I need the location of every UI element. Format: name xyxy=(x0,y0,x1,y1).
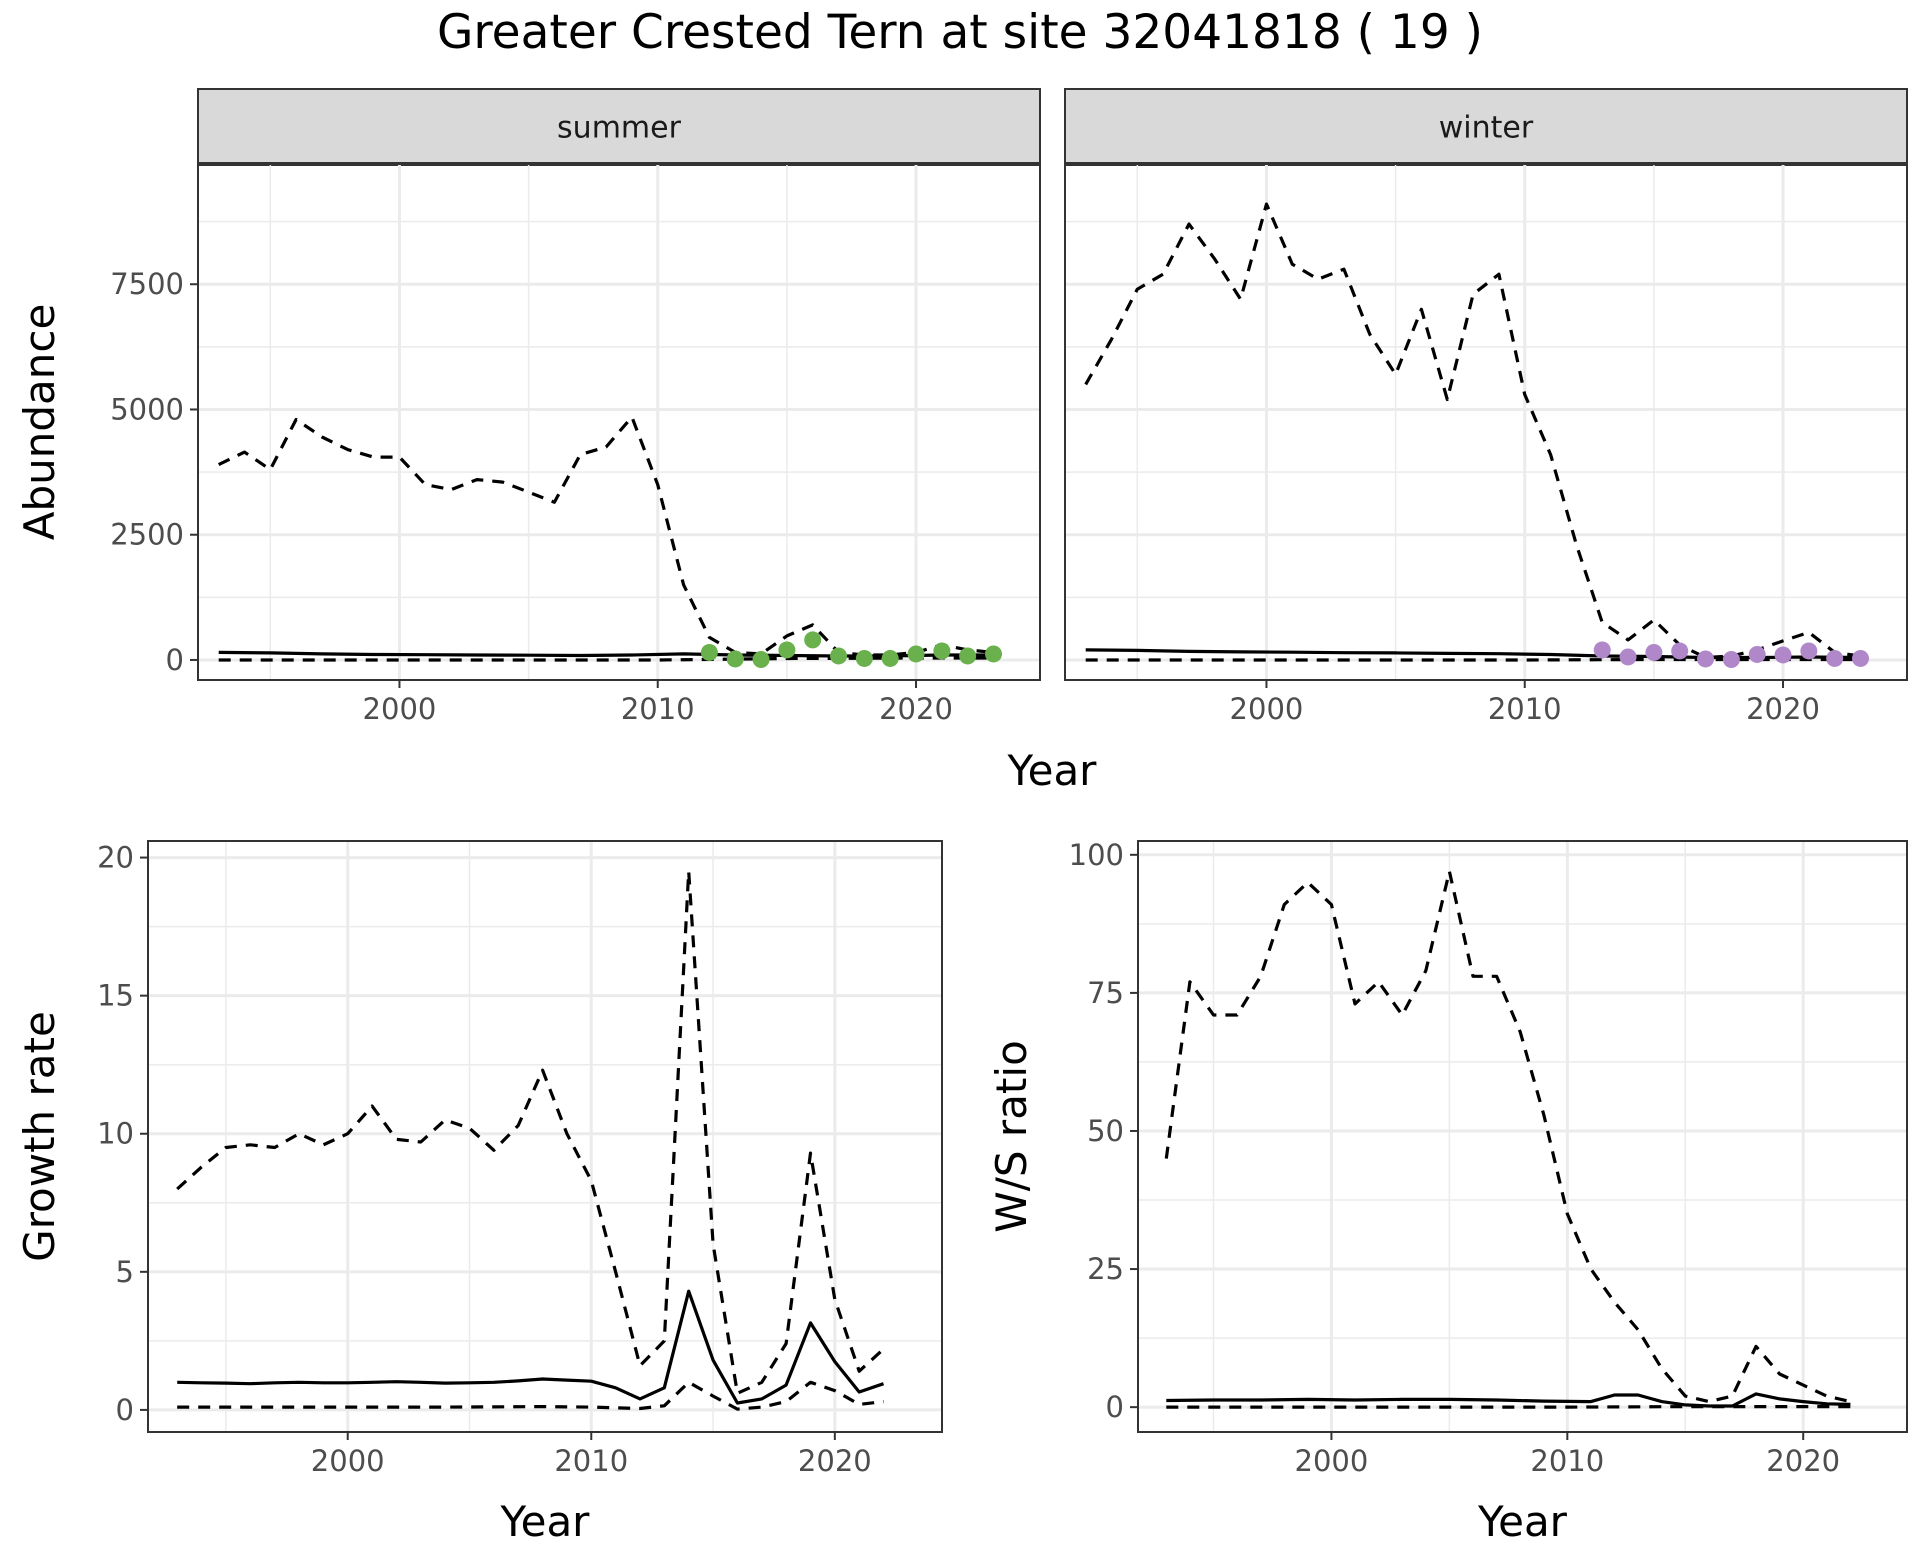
y-tick-label: 5 xyxy=(116,1255,134,1289)
panel-border xyxy=(1064,163,1908,681)
data-point xyxy=(1697,650,1715,668)
data-point xyxy=(804,631,822,649)
data-point xyxy=(933,642,951,660)
data-point xyxy=(1826,649,1844,667)
data-point xyxy=(830,647,848,665)
y-tick-label: 0 xyxy=(166,643,184,677)
y-tick-label: 0 xyxy=(116,1393,134,1427)
data-point xyxy=(1619,648,1637,666)
x-tick-label: 2000 xyxy=(1295,1444,1369,1478)
facet-strip-summer xyxy=(197,88,1041,165)
chart-title: Greater Crested Tern at site 32041818 ( … xyxy=(437,5,1483,60)
panel-growth: 2000 2010 2020 0 5 10 15 20 Year Growth rate xyxy=(15,840,943,1546)
data-point xyxy=(1852,649,1870,667)
data-point xyxy=(855,649,873,667)
y-tick-label: 50 xyxy=(1087,1114,1124,1148)
y-tick-label: 75 xyxy=(1087,976,1124,1010)
y-axis-title: W/S ratio xyxy=(987,1040,1036,1233)
x-axis-title: Year xyxy=(500,1497,591,1546)
data-point xyxy=(1671,642,1689,660)
data-point xyxy=(1748,645,1766,663)
y-tick-label: 15 xyxy=(97,979,134,1013)
data-point xyxy=(1593,641,1611,659)
series-line-1 xyxy=(218,415,994,657)
y-tick-label: 25 xyxy=(1087,1252,1124,1286)
series-line-2 xyxy=(1166,1405,1851,1409)
x-tick-label: 2010 xyxy=(554,1444,628,1478)
x-tick-label: 2000 xyxy=(363,692,437,726)
facet-label-winter: winter xyxy=(1439,111,1534,146)
data-point xyxy=(1645,643,1663,661)
y-axis-title: Abundance xyxy=(15,304,64,541)
y-tick-label: 7500 xyxy=(110,267,184,301)
y-tick-label: 100 xyxy=(1069,838,1124,872)
y-tick-label: 2500 xyxy=(110,518,184,552)
x-tick-label: 2000 xyxy=(1230,692,1304,726)
series-line-2 xyxy=(218,656,994,662)
x-axis-title: Year xyxy=(1007,746,1098,795)
data-point xyxy=(1800,642,1818,660)
x-tick-label: 2020 xyxy=(798,1444,872,1478)
data-point xyxy=(881,649,899,667)
series-line-2 xyxy=(1085,657,1861,662)
panel-summer: summer 2000 2010 2020 0 2500 5000 7500 Year Abund… xyxy=(15,88,1098,795)
y-axis-title: Growth rate xyxy=(15,1011,64,1262)
x-axis-title: Year xyxy=(1477,1497,1568,1546)
series-line-1 xyxy=(176,869,885,1395)
x-tick-label: 2000 xyxy=(311,1444,385,1478)
x-tick-label: 2020 xyxy=(879,692,953,726)
data-point xyxy=(985,645,1003,663)
series-line-0 xyxy=(1166,1392,1851,1408)
data-point xyxy=(700,643,718,661)
data-point xyxy=(907,645,925,663)
y-tick-label: 0 xyxy=(1106,1390,1124,1424)
data-point xyxy=(778,641,796,659)
x-tick-label: 2020 xyxy=(1746,692,1820,726)
series-line-2 xyxy=(177,1380,884,1411)
data-point xyxy=(1722,650,1740,668)
series-line-0 xyxy=(177,1289,885,1405)
panel-border xyxy=(1137,840,1908,1433)
panel-ratio: 2000 2010 2020 0 25 50 75 100 Year W/S ratio xyxy=(987,838,1908,1546)
panel-border xyxy=(197,163,1041,681)
data-point xyxy=(1774,646,1792,664)
facet-strip-winter xyxy=(1064,88,1908,165)
panel-winter: winter 2000 2010 2020 xyxy=(1064,88,1908,726)
facet-label-summer: summer xyxy=(557,111,682,146)
y-tick-label: 10 xyxy=(97,1117,134,1151)
x-tick-label: 2010 xyxy=(621,692,695,726)
series-line-1 xyxy=(1084,202,1861,660)
data-point xyxy=(959,647,977,665)
x-tick-label: 2010 xyxy=(1530,1444,1604,1478)
data-point xyxy=(726,650,744,668)
y-tick-label: 5000 xyxy=(110,392,184,426)
series-line-1 xyxy=(1164,869,1851,1404)
x-tick-label: 2010 xyxy=(1488,692,1562,726)
y-tick-label: 20 xyxy=(97,841,134,875)
data-point xyxy=(752,650,770,668)
panel-border xyxy=(147,840,943,1433)
x-tick-label: 2020 xyxy=(1766,1444,1840,1478)
